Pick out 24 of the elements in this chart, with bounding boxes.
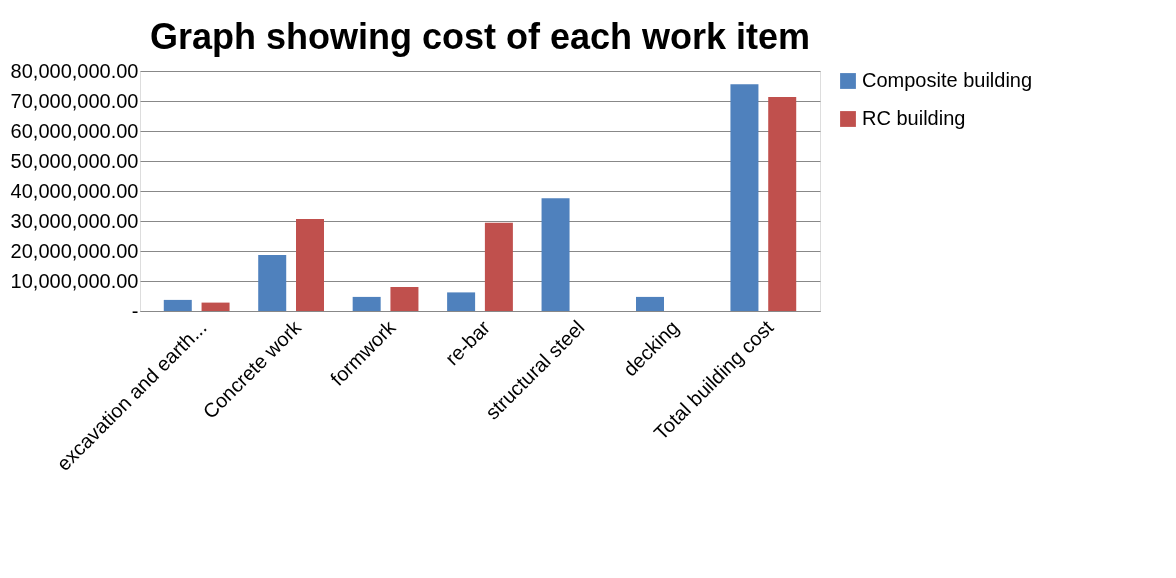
y-tick-label: - [131,299,139,322]
bar [768,97,797,311]
bar [258,254,287,311]
bar [163,299,192,311]
bar [201,302,230,311]
y-tick-label: 40,000,000.00 [10,179,139,202]
chart-title: Graph showing cost of each work item [149,16,811,57]
bar [484,222,513,311]
bar [447,292,476,311]
y-tick-label: 20,000,000.00 [10,239,139,262]
bar [636,296,664,311]
y-tick-label: 60,000,000.00 [10,119,139,142]
bar [352,296,381,311]
legend-label: Composite building [862,69,1033,91]
y-tick-label: 50,000,000.00 [10,149,139,172]
bar [730,84,759,311]
bar [390,287,419,311]
bar [296,218,324,311]
y-tick-label: 10,000,000.00 [10,269,139,292]
legend-label: RC building [862,107,966,129]
bar [541,198,570,311]
y-tick-label: 80,000,000.00 [10,59,139,82]
y-tick-label: 30,000,000.00 [10,209,139,232]
y-tick-label: 70,000,000.00 [10,89,139,112]
